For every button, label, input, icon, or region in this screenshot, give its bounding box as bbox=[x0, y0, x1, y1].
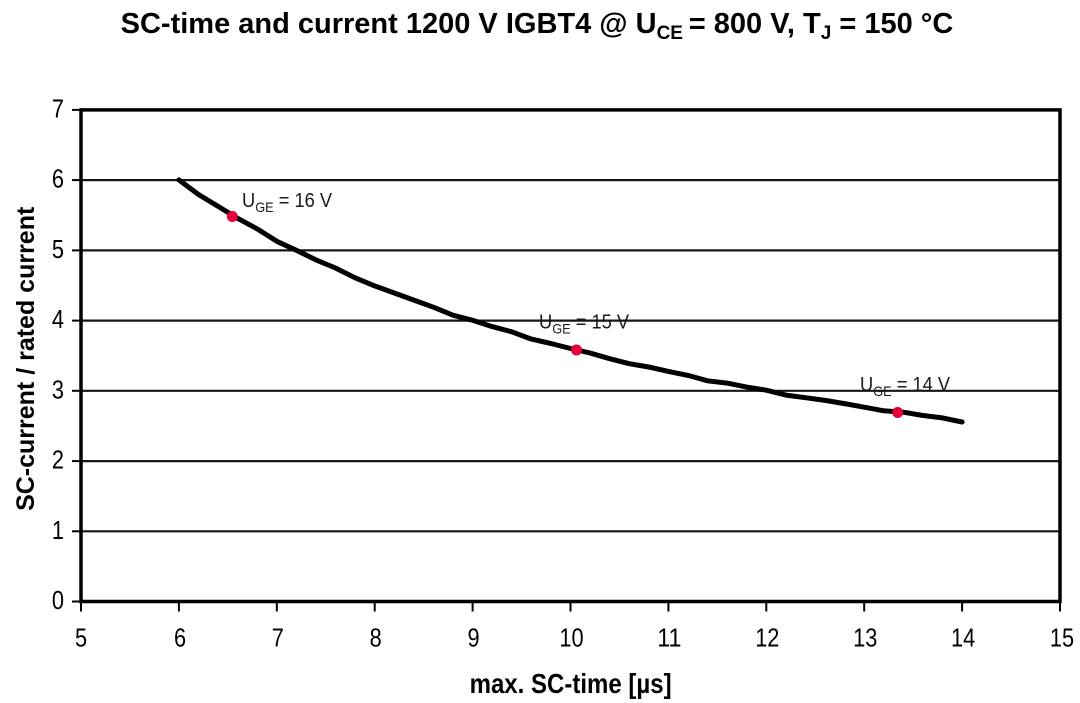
svg-text:1: 1 bbox=[52, 515, 64, 545]
svg-text:UGE = 14 V: UGE = 14 V bbox=[860, 374, 951, 399]
svg-text:7: 7 bbox=[52, 93, 64, 123]
svg-text:6: 6 bbox=[174, 623, 186, 653]
svg-text:10: 10 bbox=[559, 623, 583, 653]
svg-text:12: 12 bbox=[755, 623, 779, 653]
svg-text:4: 4 bbox=[52, 304, 64, 334]
svg-text:9: 9 bbox=[468, 623, 480, 653]
svg-text:11: 11 bbox=[657, 623, 681, 653]
svg-text:max. SC-time [µs]: max. SC-time [µs] bbox=[470, 668, 672, 699]
svg-text:7: 7 bbox=[272, 623, 284, 653]
svg-text:5: 5 bbox=[75, 623, 87, 653]
svg-text:UGE = 15 V: UGE = 15 V bbox=[539, 312, 630, 337]
svg-text:3: 3 bbox=[52, 374, 64, 404]
svg-text:14: 14 bbox=[951, 623, 975, 653]
svg-text:6: 6 bbox=[52, 164, 64, 194]
svg-text:15: 15 bbox=[1050, 623, 1074, 653]
svg-text:5: 5 bbox=[52, 234, 64, 264]
svg-text:2: 2 bbox=[52, 445, 64, 475]
svg-text:8: 8 bbox=[370, 623, 382, 653]
svg-text:SC-current / rated current: SC-current / rated current bbox=[12, 206, 40, 511]
svg-text:0: 0 bbox=[52, 585, 64, 615]
svg-text:13: 13 bbox=[853, 623, 877, 653]
svg-text:SC-time and current 1200 V IGB: SC-time and current 1200 V IGBT4 @ UCE =… bbox=[121, 8, 954, 44]
